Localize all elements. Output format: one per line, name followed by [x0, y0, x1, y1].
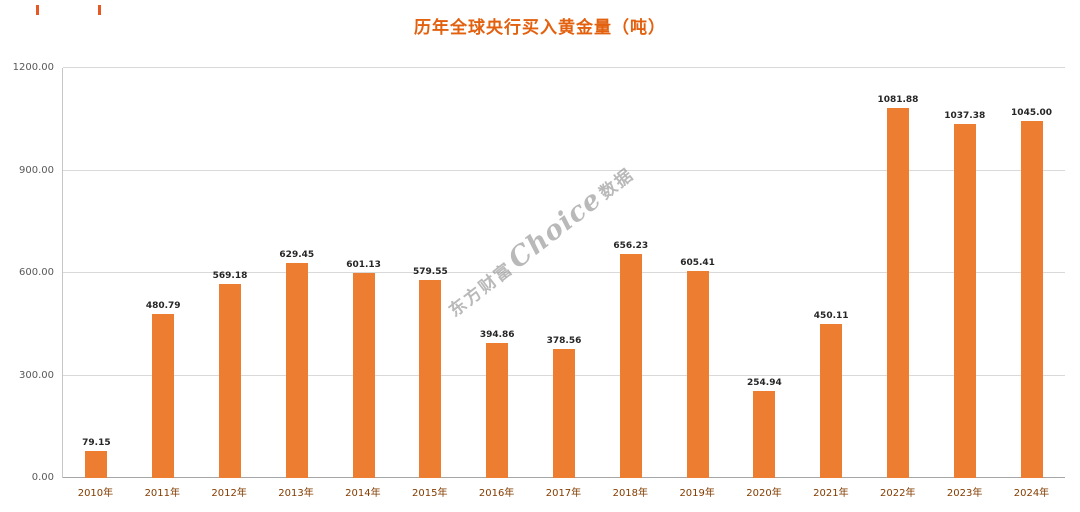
bar-column-2012年: 569.18 [197, 68, 264, 478]
x-tick-label: 2024年 [1013, 488, 1050, 499]
gridline-900 [63, 169, 1065, 171]
x-tick-label: 2015年 [412, 488, 448, 499]
bar-value-label: 1081.88 [877, 95, 919, 106]
x-tick-label: 2023年 [946, 488, 983, 499]
y-axis: 0.00 300.00 600.00 900.00 1200.00 [0, 62, 54, 483]
bar-column-2022年: 1081.88 [865, 68, 932, 478]
bar-column-2011年: 480.79 [130, 68, 197, 478]
bar-value-label: 656.23 [613, 240, 649, 251]
x-tick-label: 2014年 [345, 488, 381, 499]
x-tick-label: 2018年 [612, 488, 649, 499]
x-tick-label: 2013年 [278, 488, 314, 499]
bar-2014年 [352, 272, 375, 478]
bar-column-2016年: 394.86 [464, 68, 531, 478]
bar-column-2019年: 605.41 [664, 68, 731, 478]
x-tick-label: 2022年 [880, 488, 916, 499]
bar-value-label: 579.55 [413, 267, 448, 277]
bar-2010年 [85, 450, 108, 478]
gridline-600 [63, 272, 1065, 273]
bar-value-label: 79.15 [82, 437, 111, 448]
bar-value-label: 1045.00 [1011, 107, 1053, 118]
bar-column-2024年: 1045.00 [998, 68, 1065, 478]
bar-value-label: 601.13 [346, 259, 381, 270]
bar-2023年 [953, 123, 976, 478]
bar-value-label: 569.18 [212, 270, 248, 281]
x-tick-label: 2019年 [679, 488, 715, 499]
y-tick-label: 0.00 [31, 472, 54, 483]
bar-value-label: 629.45 [279, 249, 315, 260]
bar-column-2010年: 79.15 [63, 68, 130, 478]
bar-column-2020年: 254.94 [731, 68, 798, 478]
bar-2018年 [619, 253, 642, 478]
bar-2016年 [486, 343, 509, 478]
bar-2017年 [552, 348, 575, 478]
bar-column-2018年: 656.23 [597, 68, 664, 478]
bar-value-label: 378.56 [546, 335, 582, 346]
bar-2020年 [753, 390, 776, 478]
bar-column-2023年: 1037.38 [931, 68, 998, 478]
bar-2011年 [152, 313, 175, 478]
x-tick-label: 2016年 [478, 488, 515, 499]
corner-mark [36, 5, 39, 15]
bar-value-label: 394.86 [479, 330, 515, 341]
bar-value-label: 1037.38 [944, 110, 986, 121]
chart-title: 历年全球央行买入黄金量（吨） [414, 18, 666, 38]
bar-column-2015年: 579.55 [397, 68, 464, 478]
bar-column-2014年: 601.13 [330, 68, 397, 478]
bar-value-label: 480.79 [145, 300, 181, 311]
x-tick-label: 2010年 [77, 488, 114, 499]
x-axis: 2010年 2011年 2012年 2013年 2014年 2015年 2016年 2017年… [62, 484, 1065, 499]
x-tick-label: 2020年 [746, 488, 782, 499]
bar-2021年 [820, 324, 843, 478]
bar-2013年 [285, 262, 308, 478]
bar-column-2021年: 450.11 [798, 68, 865, 478]
y-tick-label: 1200.00 [12, 62, 54, 73]
x-tick-label: 2011年 [144, 488, 181, 499]
bar-column-2017年: 378.56 [531, 68, 598, 478]
corner-mark [98, 5, 101, 15]
x-tick-label: 2017年 [545, 488, 582, 499]
bars-layer: 79.15 480.79 569.18 629.45 601.13 579.55 394.8… [63, 68, 1065, 478]
bar-value-label: 450.11 [813, 311, 849, 322]
gridline-1200 [63, 67, 1065, 68]
y-tick-label: 600.00 [19, 267, 54, 278]
bar-value-label: 254.94 [747, 377, 782, 388]
x-tick-label: 2012年 [211, 488, 247, 499]
bar-value-label: 605.41 [680, 258, 715, 269]
y-tick-label: 300.00 [19, 369, 54, 381]
bar-column-2013年: 629.45 [263, 68, 330, 478]
bar-2022年 [886, 108, 909, 478]
bar-2015年 [419, 280, 442, 478]
bar-2019年 [686, 271, 709, 478]
plot-area: 79.15 480.79 569.18 629.45 601.13 579.55 394.8… [62, 67, 1065, 478]
x-tick-label: 2021年 [813, 488, 849, 499]
bar-2012年 [218, 283, 241, 478]
y-tick-label: 900.00 [19, 164, 54, 176]
bar-2024年 [1020, 120, 1043, 478]
